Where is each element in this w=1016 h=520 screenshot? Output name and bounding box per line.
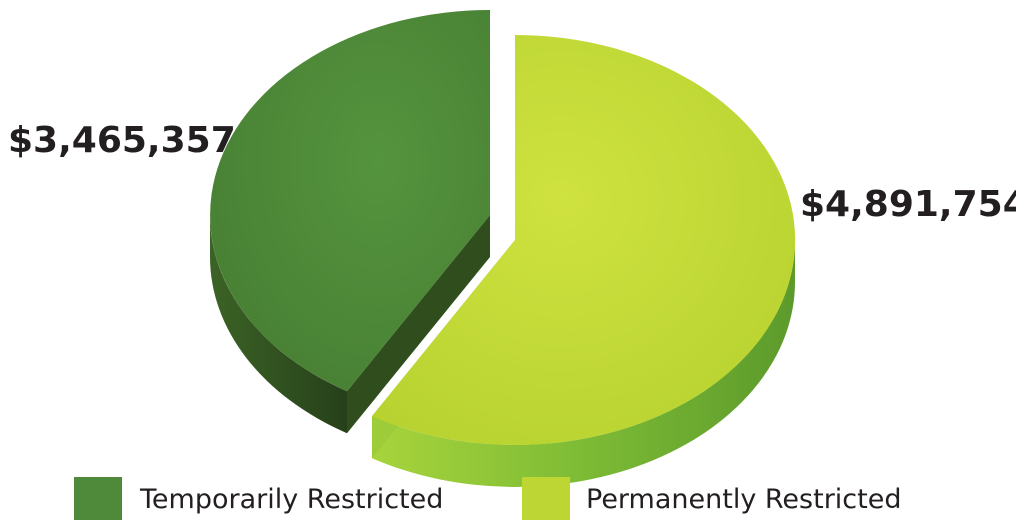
permanently-restricted-slice-side: [372, 240, 795, 487]
legend-label-permanently-restricted: Permanently Restricted: [586, 484, 902, 515]
temporarily-restricted-slice-cut-face: [347, 215, 490, 434]
permanently-restricted-value-label: $4,891,754: [800, 184, 1016, 225]
temporarily-restricted-slice: [210, 10, 491, 392]
permanently-restricted-slice: [372, 34, 796, 446]
legend-label-temporarily-restricted: Temporarily Restricted: [140, 484, 444, 515]
legend-swatch-permanently-restricted: [522, 477, 570, 520]
legend-swatch-temporarily-restricted: [74, 477, 122, 520]
temporarily-restricted-slice-side: [210, 215, 347, 434]
temporarily-restricted-value-label: $3,465,357: [8, 120, 236, 161]
